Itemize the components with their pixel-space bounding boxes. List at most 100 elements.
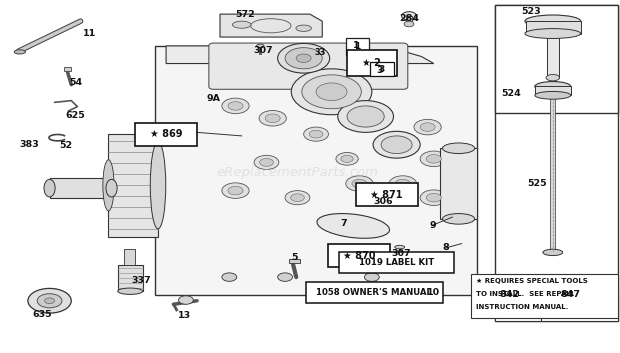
Bar [339, 252, 454, 273]
Circle shape [179, 296, 193, 304]
Ellipse shape [44, 179, 55, 197]
Text: 523: 523 [521, 7, 541, 16]
Circle shape [427, 193, 441, 202]
Circle shape [302, 75, 361, 109]
Circle shape [338, 101, 394, 132]
Circle shape [37, 294, 62, 308]
Ellipse shape [296, 25, 311, 31]
Bar [289, 259, 300, 263]
Circle shape [28, 288, 71, 313]
Circle shape [396, 179, 410, 188]
Circle shape [509, 300, 528, 311]
Circle shape [254, 155, 279, 169]
Bar [329, 244, 391, 268]
Bar [551, 95, 556, 254]
Circle shape [501, 295, 536, 315]
Text: ★ 869: ★ 869 [150, 129, 182, 139]
Ellipse shape [543, 249, 563, 256]
Circle shape [352, 179, 367, 188]
Text: 1058 OWNER'S MANUAL: 1058 OWNER'S MANUAL [316, 288, 432, 297]
Ellipse shape [443, 214, 475, 224]
Ellipse shape [535, 82, 571, 91]
Bar [495, 289, 541, 321]
Bar [471, 274, 619, 318]
Circle shape [278, 43, 330, 73]
Bar [370, 62, 394, 76]
Ellipse shape [395, 245, 405, 249]
Bar [440, 148, 477, 219]
Text: 572: 572 [235, 10, 255, 19]
Bar [526, 21, 582, 34]
Text: 1019 LABEL KIT: 1019 LABEL KIT [359, 258, 434, 267]
FancyBboxPatch shape [209, 43, 408, 89]
Text: 54: 54 [69, 78, 82, 88]
Text: 52: 52 [60, 141, 73, 150]
Text: 524: 524 [501, 89, 521, 98]
Text: 11: 11 [83, 29, 97, 38]
Text: 3: 3 [376, 66, 383, 75]
Text: 3: 3 [315, 48, 321, 58]
Bar [495, 5, 619, 321]
Circle shape [420, 151, 448, 167]
Bar [346, 38, 370, 55]
Text: 847: 847 [560, 290, 580, 299]
Circle shape [316, 83, 347, 101]
Text: 284: 284 [399, 14, 419, 23]
Circle shape [222, 273, 237, 281]
Text: ★ 2: ★ 2 [363, 58, 381, 68]
Ellipse shape [232, 21, 251, 28]
Bar [406, 16, 412, 23]
Bar [124, 249, 135, 265]
Ellipse shape [150, 142, 166, 229]
Circle shape [420, 123, 435, 131]
Text: 8: 8 [443, 243, 450, 252]
Ellipse shape [443, 143, 475, 154]
Circle shape [381, 136, 412, 154]
Circle shape [389, 176, 417, 191]
Circle shape [404, 21, 414, 27]
Circle shape [402, 12, 417, 20]
Circle shape [304, 127, 329, 141]
Ellipse shape [257, 44, 264, 48]
Text: ★ REQUIRES SPECIAL TOOLS: ★ REQUIRES SPECIAL TOOLS [476, 278, 588, 285]
Ellipse shape [103, 160, 114, 211]
Ellipse shape [14, 50, 25, 54]
Text: 383: 383 [20, 140, 40, 149]
Bar [535, 86, 571, 95]
Text: 525: 525 [527, 179, 546, 188]
Ellipse shape [317, 214, 389, 238]
Text: 306: 306 [373, 197, 393, 206]
Text: 635: 635 [32, 310, 52, 319]
Ellipse shape [525, 15, 581, 28]
Text: ★ 871: ★ 871 [371, 190, 403, 200]
Text: 3: 3 [379, 65, 385, 74]
Circle shape [365, 273, 379, 281]
Ellipse shape [535, 91, 571, 99]
Text: INSTRUCTION MANUAL.: INSTRUCTION MANUAL. [476, 304, 569, 310]
Circle shape [228, 102, 243, 110]
Bar [356, 184, 418, 206]
Ellipse shape [118, 288, 143, 294]
Text: 1: 1 [355, 42, 361, 51]
Circle shape [260, 158, 273, 166]
Text: ★ 870: ★ 870 [343, 251, 376, 261]
Bar [541, 289, 619, 321]
Circle shape [341, 155, 353, 162]
Text: 337: 337 [131, 276, 151, 285]
Text: 307: 307 [392, 249, 412, 258]
Circle shape [45, 298, 55, 304]
Text: 10: 10 [427, 288, 440, 298]
Polygon shape [155, 46, 477, 295]
Circle shape [285, 48, 322, 69]
Circle shape [336, 152, 358, 165]
Circle shape [228, 186, 243, 195]
Bar [495, 5, 619, 113]
Circle shape [347, 106, 384, 127]
Circle shape [309, 130, 323, 138]
Circle shape [420, 190, 448, 205]
Text: 7: 7 [340, 219, 347, 228]
Circle shape [265, 114, 280, 122]
Text: eReplacementParts.com: eReplacementParts.com [216, 167, 378, 179]
Circle shape [346, 176, 373, 191]
Circle shape [291, 194, 304, 202]
